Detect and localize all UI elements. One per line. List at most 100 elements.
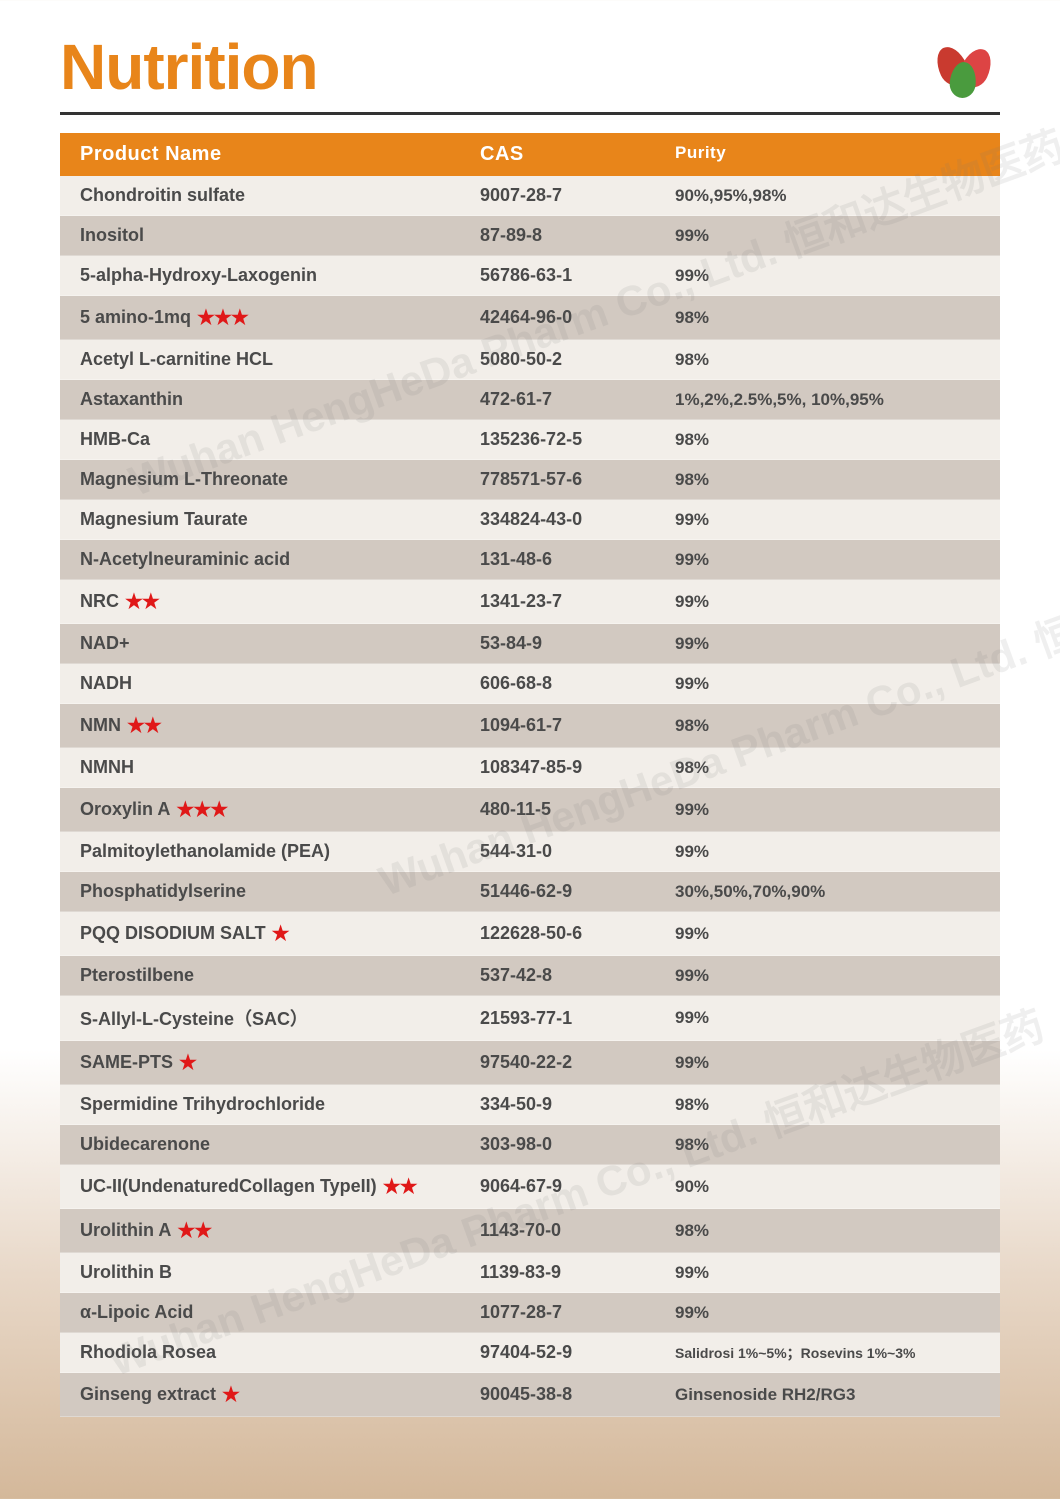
cell-purity: 99% [675, 966, 1000, 986]
cell-cas: 1143-70-0 [480, 1220, 675, 1241]
product-name-text: Magnesium L-Threonate [80, 469, 288, 490]
product-name-text: NMN [80, 715, 121, 736]
table-row: Urolithin A★★1143-70-098% [60, 1209, 1000, 1253]
product-name-text: PQQ DISODIUM SALT [80, 923, 266, 944]
cell-cas: 9007-28-7 [480, 185, 675, 206]
star-rating-icon: ★★ [383, 1174, 417, 1199]
cell-cas: 53-84-9 [480, 633, 675, 654]
table-header-row: Product Name CAS Purity [60, 133, 1000, 176]
page-title: Nutrition [60, 30, 318, 104]
table-row: Spermidine Trihydrochloride334-50-998% [60, 1085, 1000, 1125]
table-row: Pterostilbene537-42-899% [60, 956, 1000, 996]
table-row: Oroxylin A★★★480-11-599% [60, 788, 1000, 832]
page-container: Nutrition Product Name CAS Purity Chondr… [0, 0, 1060, 1437]
cell-purity: 98% [675, 1095, 1000, 1115]
table-row: HMB-Ca135236-72-598% [60, 420, 1000, 460]
cell-cas: 480-11-5 [480, 799, 675, 820]
cell-purity: 30%,50%,70%,90% [675, 882, 1000, 902]
cell-cas: 537-42-8 [480, 965, 675, 986]
table-row: 5-alpha-Hydroxy-Laxogenin56786-63-199% [60, 256, 1000, 296]
star-rating-icon: ★ [222, 1382, 239, 1407]
cell-cas: 544-31-0 [480, 841, 675, 862]
star-rating-icon: ★★ [127, 713, 161, 738]
product-name-text: Ginseng extract [80, 1384, 216, 1405]
cell-purity: 98% [675, 470, 1000, 490]
cell-cas: 97540-22-2 [480, 1052, 675, 1073]
cell-purity: 99% [675, 550, 1000, 570]
cell-product-name: NMN ★★ [80, 713, 480, 738]
cell-purity: 99% [675, 1303, 1000, 1323]
product-name-text: Acetyl L-carnitine HCL [80, 349, 273, 370]
cell-cas: 56786-63-1 [480, 265, 675, 286]
cell-product-name: Magnesium Taurate [80, 509, 480, 530]
table-row: Astaxanthin472-61-71%,2%,2.5%,5%, 10%,95… [60, 380, 1000, 420]
cell-product-name: α-Lipoic Acid [80, 1302, 480, 1323]
cell-product-name: Spermidine Trihydrochloride [80, 1094, 480, 1115]
product-name-text: Inositol [80, 225, 144, 246]
cell-cas: 87-89-8 [480, 225, 675, 246]
product-name-text: HMB-Ca [80, 429, 150, 450]
table-row: Inositol87-89-899% [60, 216, 1000, 256]
cell-cas: 5080-50-2 [480, 349, 675, 370]
table-row: S-Allyl-L-Cysteine（SAC）21593-77-199% [60, 996, 1000, 1041]
cell-purity: 99% [675, 842, 1000, 862]
cell-product-name: Inositol [80, 225, 480, 246]
header-cas: CAS [480, 143, 675, 166]
cell-cas: 303-98-0 [480, 1134, 675, 1155]
cell-product-name: Oroxylin A ★★★ [80, 797, 480, 822]
cell-product-name: Chondroitin sulfate [80, 185, 480, 206]
cell-purity: 98% [675, 716, 1000, 736]
table-row: Urolithin B1139-83-999% [60, 1253, 1000, 1293]
cell-cas: 1139-83-9 [480, 1262, 675, 1283]
cell-purity: Salidrosi 1%~5%；Rosevins 1%~3% [675, 1343, 1000, 1363]
cell-cas: 135236-72-5 [480, 429, 675, 450]
table-row: N-Acetylneuraminic acid131-48-699% [60, 540, 1000, 580]
cell-purity: 99% [675, 634, 1000, 654]
product-name-text: Chondroitin sulfate [80, 185, 245, 206]
product-name-text: NADH [80, 673, 132, 694]
cell-product-name: SAME-PTS★ [80, 1050, 480, 1075]
table-row: Chondroitin sulfate 9007-28-790%,95%,98% [60, 176, 1000, 216]
product-name-text: α-Lipoic Acid [80, 1302, 193, 1323]
cell-product-name: Palmitoylethanolamide (PEA) [80, 841, 480, 862]
cell-purity: 98% [675, 350, 1000, 370]
table-body: Chondroitin sulfate 9007-28-790%,95%,98% I… [60, 176, 1000, 1417]
table-row: Magnesium Taurate334824-43-099% [60, 500, 1000, 540]
cell-product-name: S-Allyl-L-Cysteine（SAC） [80, 1005, 480, 1031]
cell-product-name: Ubidecarenone [80, 1134, 480, 1155]
cell-product-name: Rhodiola Rosea [80, 1342, 480, 1363]
product-name-text: Oroxylin A [80, 799, 170, 820]
table-row: NRC★★1341-23-799% [60, 580, 1000, 624]
cell-product-name: NMNH [80, 757, 480, 778]
cell-purity: 99% [675, 510, 1000, 530]
cell-product-name: 5-alpha-Hydroxy-Laxogenin [80, 265, 480, 286]
cell-purity: 90% [675, 1177, 1000, 1197]
cell-purity: 98% [675, 308, 1000, 328]
table-row: Palmitoylethanolamide (PEA) 544-31-099% [60, 832, 1000, 872]
cell-cas: 42464-96-0 [480, 307, 675, 328]
cell-cas: 97404-52-9 [480, 1342, 675, 1363]
star-rating-icon: ★ [179, 1050, 196, 1075]
cell-product-name: Magnesium L-Threonate [80, 469, 480, 490]
cell-purity: 99% [675, 1008, 1000, 1028]
cell-purity: 90%,95%,98% [675, 186, 1000, 206]
product-name-text: Urolithin B [80, 1262, 172, 1283]
cell-purity: 98% [675, 1135, 1000, 1155]
cell-product-name: Urolithin B [80, 1262, 480, 1283]
product-name-text: Ubidecarenone [80, 1134, 210, 1155]
cell-cas: 1341-23-7 [480, 591, 675, 612]
cell-cas: 334-50-9 [480, 1094, 675, 1115]
table-row: Ubidecarenone 303-98-098% [60, 1125, 1000, 1165]
cell-product-name: HMB-Ca [80, 429, 480, 450]
product-name-text: 5 amino-1mq [80, 307, 191, 328]
table-row: 5 amino-1mq★★★42464-96-098% [60, 296, 1000, 340]
table-row: Magnesium L-Threonate778571-57-698% [60, 460, 1000, 500]
star-rating-icon: ★★★ [176, 797, 227, 822]
cell-purity: 98% [675, 1221, 1000, 1241]
cell-cas: 108347-85-9 [480, 757, 675, 778]
product-name-text: Palmitoylethanolamide (PEA) [80, 841, 330, 862]
table-row: α-Lipoic Acid1077-28-799% [60, 1293, 1000, 1333]
star-rating-icon: ★ [272, 921, 289, 946]
header-purity: Purity [675, 143, 1000, 166]
cell-purity: 99% [675, 266, 1000, 286]
